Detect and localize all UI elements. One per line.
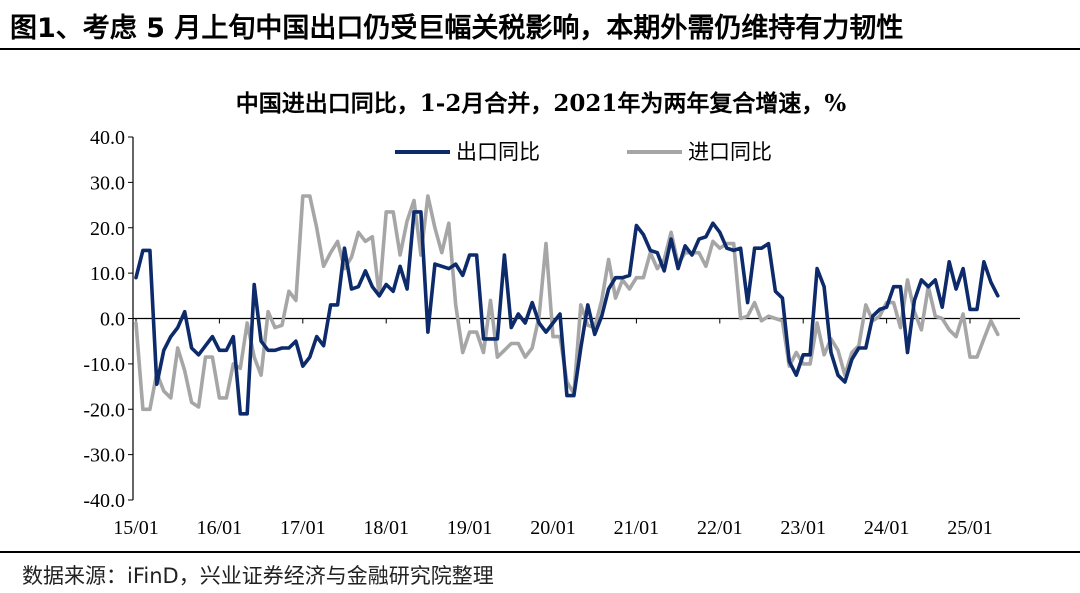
x-axis: 15/01 16/01 17/01 18/01 19/01 20/01 21/01 22/01… xyxy=(113,317,1020,539)
x-tick-label: 25/01 xyxy=(947,517,993,539)
source-rule xyxy=(0,551,1080,553)
x-tick-label: 24/01 xyxy=(864,517,910,539)
y-tick-label: -40.0 xyxy=(83,490,125,512)
figure-title: 图1、考虑 5 月上旬中国出口仍受巨幅关税影响，本期外需仍维持有力韧性 xyxy=(10,13,904,44)
x-tick-label: 22/01 xyxy=(697,517,743,539)
series-line-出口同比 xyxy=(134,210,1000,416)
plot-area xyxy=(134,194,1000,416)
source-note: 数据来源：iFinD，兴业证券经济与金融研究院整理 xyxy=(22,564,494,588)
x-tick-label: 23/01 xyxy=(780,517,826,539)
x-tick-label: 17/01 xyxy=(280,517,326,539)
x-tick-label: 20/01 xyxy=(530,517,576,539)
legend-label-出口同比: 出口同比 xyxy=(456,140,540,164)
y-tick-label: -30.0 xyxy=(83,445,125,467)
y-tick-label: -10.0 xyxy=(83,354,125,376)
legend: 出口同比 进口同比 xyxy=(395,140,772,164)
y-axis: 40.0 30.0 20.0 10.0 0.0 -10.0 -20.0 -30.0 -40.0 xyxy=(83,127,134,512)
x-tick-label: 21/01 xyxy=(614,517,660,539)
x-tick-label: 15/01 xyxy=(113,517,159,539)
y-tick-label: 30.0 xyxy=(90,172,125,194)
x-tick-label: 16/01 xyxy=(197,517,243,539)
x-tick-label: 19/01 xyxy=(447,517,493,539)
y-tick-label: 40.0 xyxy=(90,127,125,149)
legend-label-进口同比: 进口同比 xyxy=(688,140,772,164)
y-tick-label: 20.0 xyxy=(90,218,125,240)
y-tick-label: 10.0 xyxy=(90,263,125,285)
chart-title: 中国进出口同比，1-2月合并，2021年为两年复合增速，% xyxy=(236,90,847,117)
y-tick-label: 0.0 xyxy=(100,309,125,331)
y-tick-label: -20.0 xyxy=(83,399,125,421)
x-tick-label: 18/01 xyxy=(363,517,409,539)
title-rule xyxy=(0,48,1080,50)
